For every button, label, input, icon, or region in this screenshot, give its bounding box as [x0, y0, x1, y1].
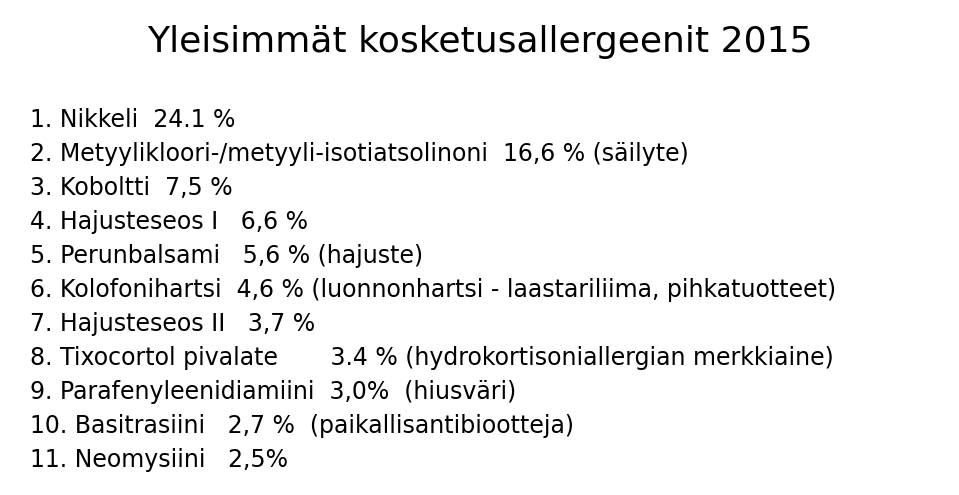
- Text: 4. Hajusteseos I   6,6 %: 4. Hajusteseos I 6,6 %: [30, 210, 308, 234]
- Text: 3. Koboltti  7,5 %: 3. Koboltti 7,5 %: [30, 176, 233, 200]
- Text: 8. Tixocortol pivalate       3.4 % (hydrokortisoniallergian merkkiaine): 8. Tixocortol pivalate 3.4 % (hydrokorti…: [30, 346, 833, 370]
- Text: 5. Perunbalsami   5,6 % (hajuste): 5. Perunbalsami 5,6 % (hajuste): [30, 244, 423, 268]
- Text: 10. Basitrasiini   2,7 %  (paikallisantibiootteja): 10. Basitrasiini 2,7 % (paikallisantibio…: [30, 414, 574, 438]
- Text: 6. Kolofonihartsi  4,6 % (luonnonhartsi - laastariliima, pihkatuotteet): 6. Kolofonihartsi 4,6 % (luonnonhartsi -…: [30, 278, 836, 302]
- Text: 9. Parafenyleenidiamiini  3,0%  (hiusväri): 9. Parafenyleenidiamiini 3,0% (hiusväri): [30, 380, 516, 404]
- Text: 2. Metyylikloori-/metyyli-isotiatsolinoni  16,6 % (säilyte): 2. Metyylikloori-/metyyli-isotiatsolinon…: [30, 142, 689, 166]
- Text: 7. Hajusteseos II   3,7 %: 7. Hajusteseos II 3,7 %: [30, 312, 316, 336]
- Text: 1. Nikkeli  24.1 %: 1. Nikkeli 24.1 %: [30, 108, 235, 132]
- Text: 11. Neomysiini   2,5%: 11. Neomysiini 2,5%: [30, 448, 288, 472]
- Text: Yleisimmät kosketusallergeenit 2015: Yleisimmät kosketusallergeenit 2015: [147, 25, 812, 59]
